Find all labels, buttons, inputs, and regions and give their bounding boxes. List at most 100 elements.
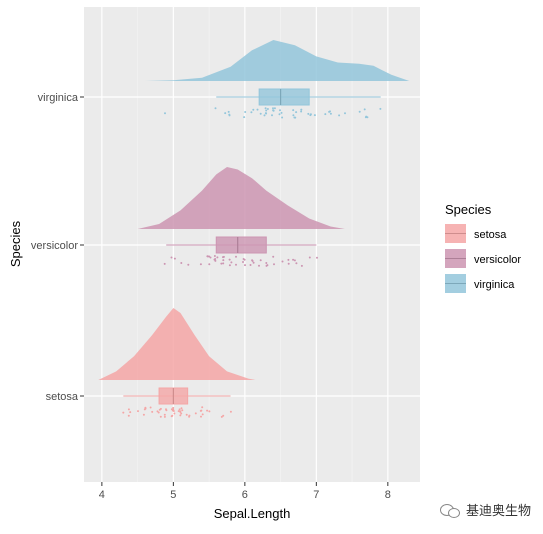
- point-virginica: [324, 113, 327, 116]
- point-versicolor: [293, 259, 296, 262]
- point-versicolor: [287, 258, 290, 261]
- point-versicolor: [163, 262, 166, 265]
- x-tick-label: 5: [170, 489, 176, 501]
- point-versicolor: [206, 255, 209, 258]
- density-cloud-setosa: [98, 308, 256, 380]
- point-setosa: [199, 409, 202, 412]
- point-virginica: [379, 107, 382, 110]
- y-axis: setosa versicolor virginica: [31, 92, 84, 403]
- point-versicolor: [258, 264, 260, 267]
- point-virginica: [280, 111, 283, 114]
- point-setosa: [201, 406, 204, 409]
- point-setosa: [170, 408, 173, 411]
- point-setosa: [157, 411, 160, 414]
- y-tick-label: versicolor: [31, 240, 78, 252]
- point-virginica: [264, 107, 267, 110]
- point-virginica: [294, 116, 297, 119]
- point-setosa: [180, 412, 183, 415]
- point-virginica: [250, 111, 253, 114]
- x-tick-label: 7: [313, 489, 319, 501]
- point-versicolor: [272, 255, 275, 258]
- watermark-text: 基迪奥生物: [465, 504, 531, 519]
- point-versicolor: [251, 260, 254, 262]
- point-setosa: [163, 415, 166, 418]
- point-setosa: [179, 414, 182, 417]
- point-virginica: [164, 112, 166, 115]
- point-virginica: [363, 108, 366, 111]
- point-setosa: [172, 406, 175, 409]
- x-tick-label: 4: [99, 489, 105, 501]
- point-versicolor: [220, 262, 223, 265]
- y-axis-label: Species: [8, 220, 23, 267]
- point-virginica: [252, 108, 255, 111]
- x-axis-label: Sepal.Length: [214, 506, 291, 521]
- point-versicolor: [281, 260, 284, 263]
- point-setosa: [151, 410, 154, 413]
- point-setosa: [178, 408, 181, 411]
- point-versicolor: [249, 264, 252, 266]
- point-virginica: [272, 109, 275, 112]
- point-setosa: [159, 415, 162, 418]
- point-versicolor: [180, 262, 183, 264]
- point-versicolor: [243, 258, 246, 261]
- point-versicolor: [170, 256, 173, 259]
- point-virginica: [263, 114, 266, 117]
- point-virginica: [328, 110, 331, 113]
- point-versicolor: [208, 263, 211, 266]
- point-virginica: [292, 109, 295, 112]
- point-virginica: [309, 114, 312, 117]
- point-setosa: [158, 408, 161, 411]
- point-setosa: [149, 406, 152, 409]
- point-versicolor: [228, 258, 231, 261]
- point-virginica: [307, 112, 310, 115]
- point-virginica: [271, 114, 273, 117]
- point-virginica: [265, 109, 268, 112]
- point-versicolor: [292, 258, 295, 261]
- point-setosa: [179, 410, 182, 413]
- point-virginica: [266, 108, 269, 110]
- point-versicolor: [222, 262, 225, 265]
- point-versicolor: [244, 264, 246, 267]
- point-versicolor: [259, 259, 262, 262]
- point-virginica: [292, 114, 295, 117]
- point-virginica: [295, 111, 298, 114]
- point-setosa: [200, 415, 202, 418]
- x-axis: 4 5 6 7 8: [99, 482, 391, 501]
- legend-label-versicolor: versicolor: [474, 254, 521, 266]
- point-virginica: [365, 115, 368, 118]
- point-setosa: [206, 409, 209, 412]
- point-setosa: [188, 414, 191, 417]
- point-versicolor: [308, 256, 311, 259]
- y-tick-label: virginica: [38, 92, 79, 104]
- point-versicolor: [235, 255, 237, 258]
- point-versicolor: [230, 261, 233, 264]
- density-layer: [98, 40, 410, 380]
- point-versicolor: [209, 256, 212, 259]
- point-virginica: [224, 112, 227, 115]
- x-tick-label: 8: [385, 489, 391, 501]
- point-setosa: [201, 413, 204, 416]
- point-setosa: [208, 410, 211, 413]
- point-virginica: [273, 107, 276, 110]
- point-setosa: [177, 410, 180, 413]
- point-virginica: [281, 116, 284, 119]
- point-versicolor: [295, 262, 298, 265]
- density-cloud-virginica: [144, 40, 410, 81]
- point-versicolor: [208, 255, 211, 258]
- point-virginica: [329, 112, 332, 115]
- point-versicolor: [228, 264, 231, 267]
- density-cloud-versicolor: [137, 167, 345, 229]
- point-versicolor: [235, 263, 237, 266]
- point-versicolor: [265, 264, 268, 267]
- watermark: 基迪奥生物: [439, 500, 531, 519]
- point-virginica: [278, 113, 281, 116]
- point-virginica: [338, 114, 341, 117]
- point-versicolor: [213, 255, 216, 257]
- box-virginica: [258, 88, 310, 106]
- box-versicolor: [215, 236, 267, 254]
- point-versicolor: [287, 262, 290, 265]
- x-tick-label: 6: [242, 489, 248, 501]
- point-versicolor: [199, 263, 202, 266]
- point-virginica: [272, 107, 274, 110]
